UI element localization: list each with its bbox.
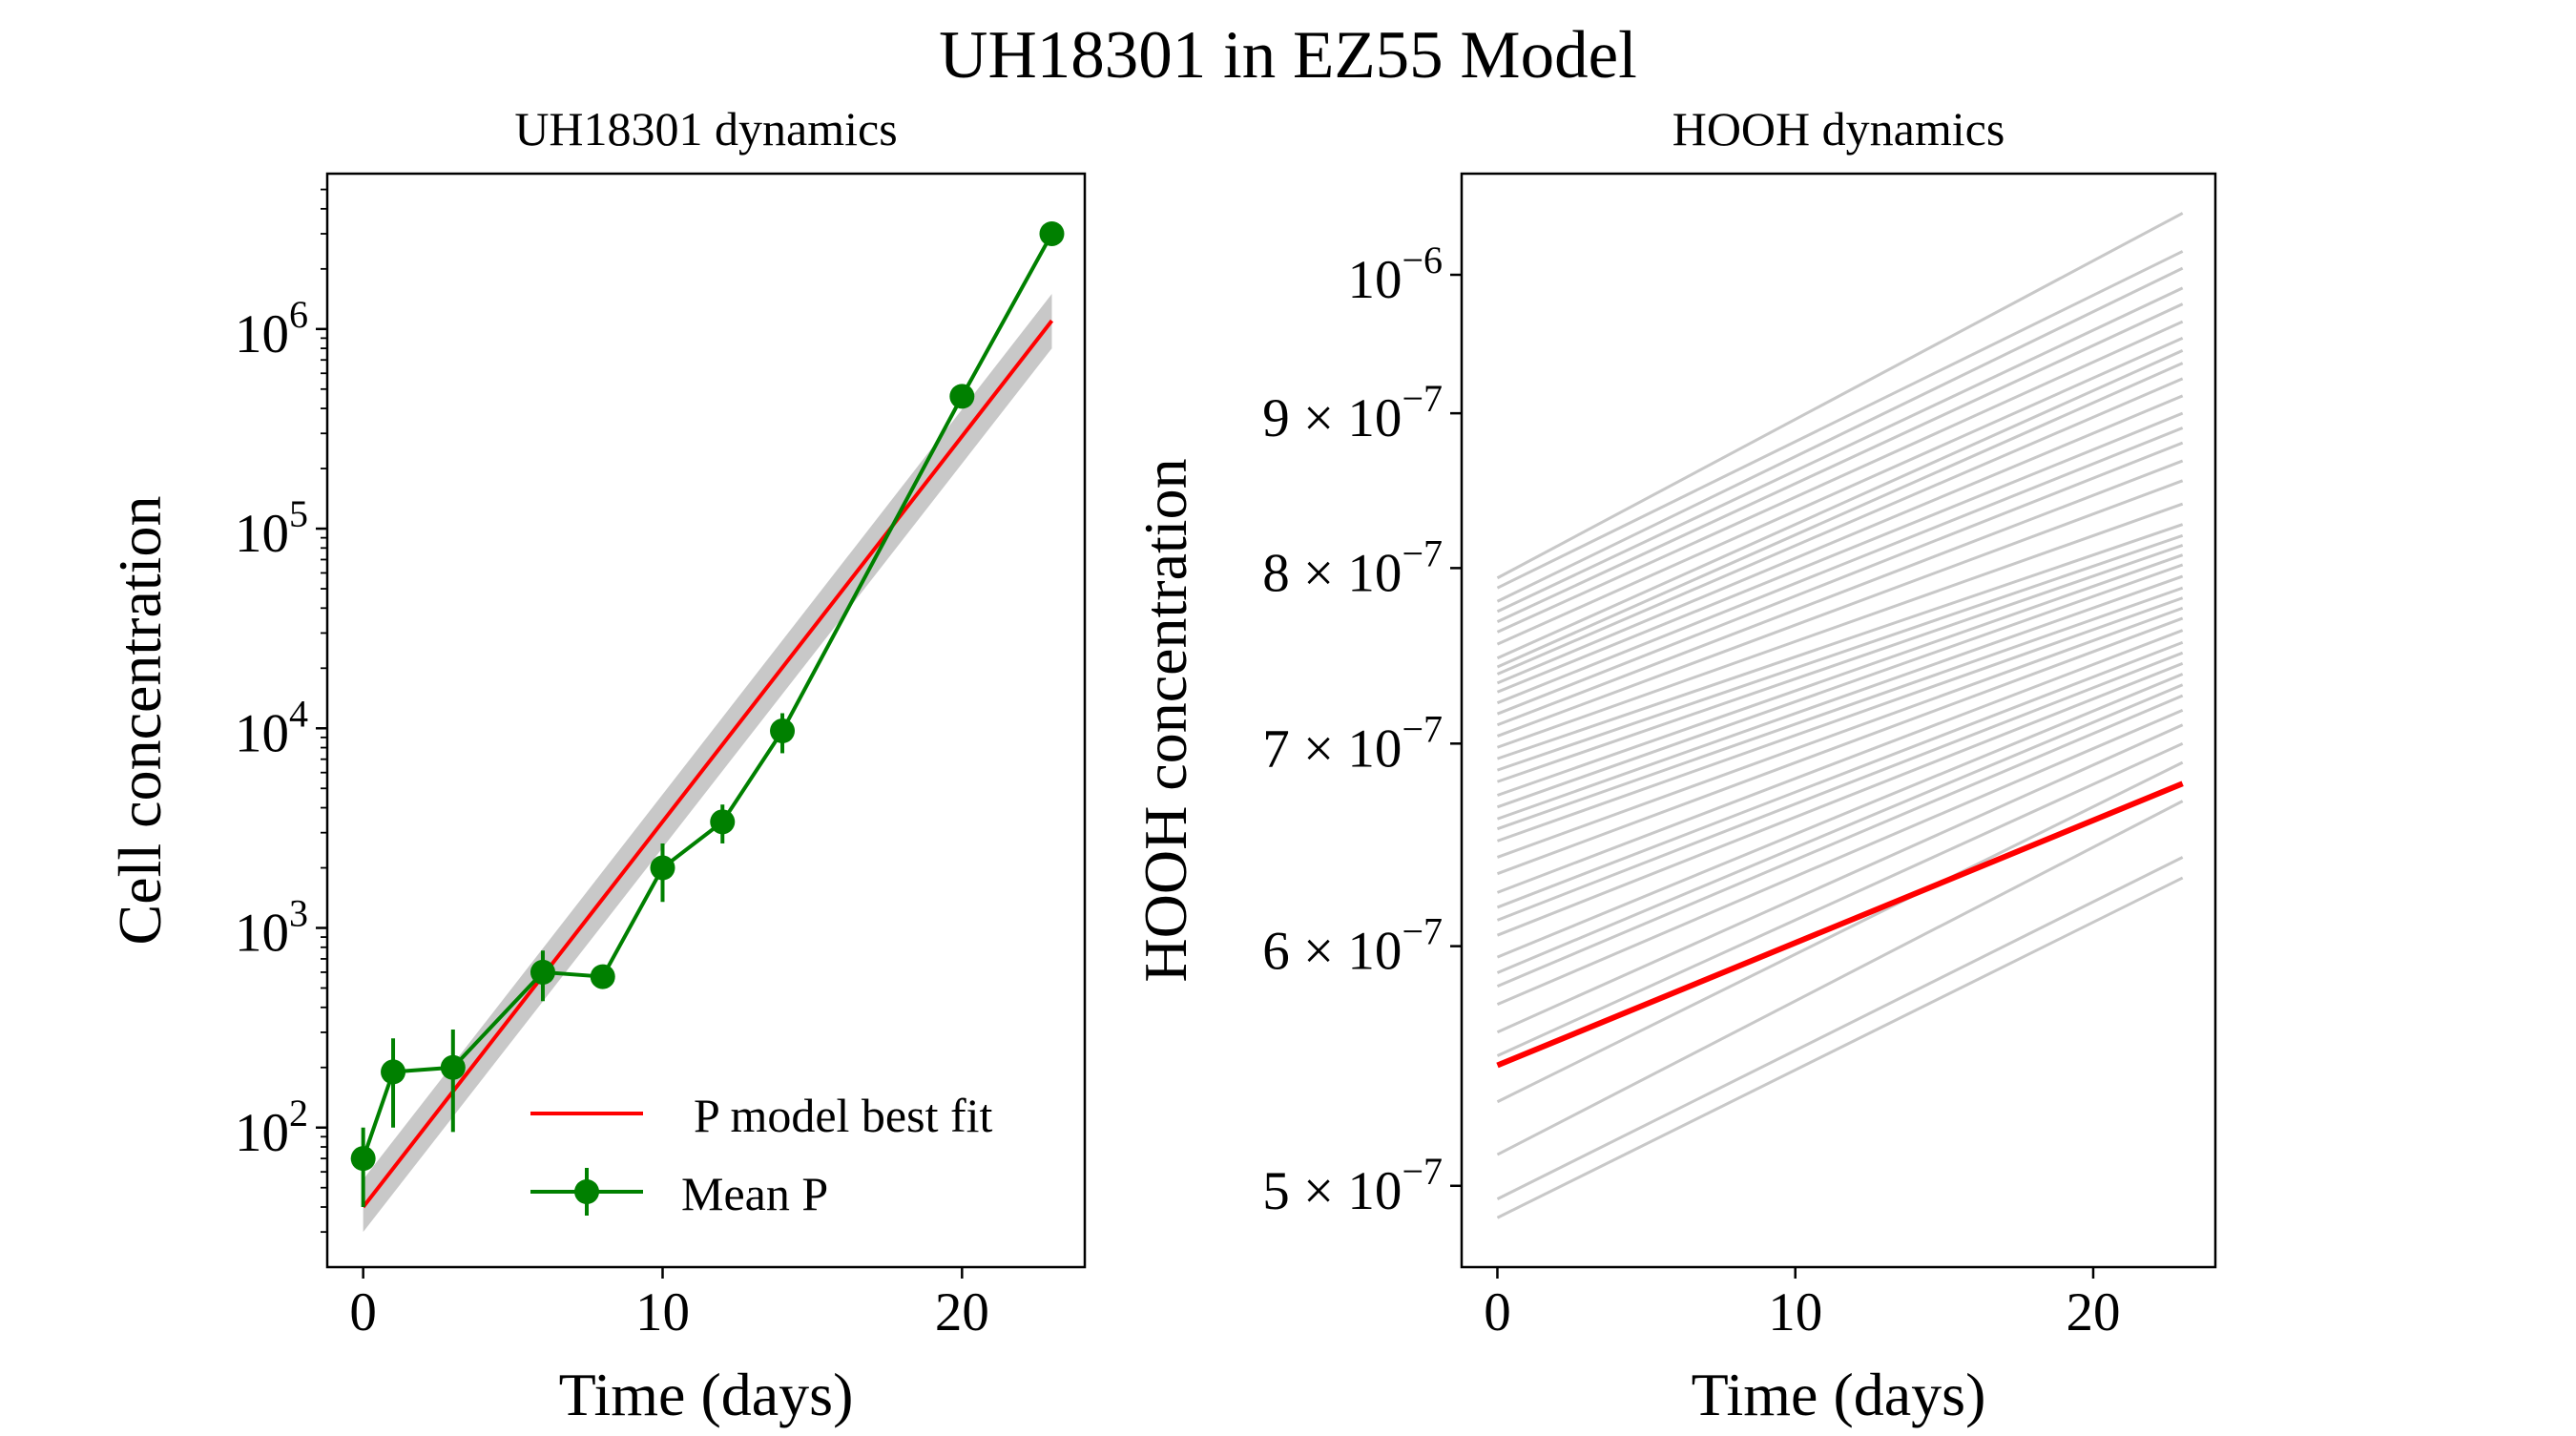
y-tick-label: 103 xyxy=(235,892,308,964)
best-fit-line xyxy=(362,319,1054,1209)
ensemble-line xyxy=(1496,479,2184,738)
x-tick-label: 10 xyxy=(635,1282,690,1342)
data-point xyxy=(440,1054,466,1080)
ensemble-line xyxy=(1496,377,2184,676)
ensemble-line xyxy=(1496,459,2184,727)
data-point xyxy=(770,718,796,744)
ensemble-line xyxy=(1496,683,2184,974)
ensemble-line xyxy=(1496,427,2184,705)
ensemble-line xyxy=(1496,563,2184,809)
ensemble-line xyxy=(1496,286,2184,614)
subplot-title: UH18301 dynamics xyxy=(514,102,897,156)
ensemble-line xyxy=(1496,723,2184,1034)
ensemble-line xyxy=(1496,544,2184,783)
ensemble-line xyxy=(1496,651,2184,922)
ensemble-line xyxy=(1496,362,2184,669)
ensemble-line xyxy=(1496,553,2184,797)
y-tick-label: 7 × 10−7 xyxy=(1262,707,1443,779)
ensemble-line xyxy=(1496,629,2184,894)
ensemble-line xyxy=(1496,596,2184,843)
y-tick-label: 106 xyxy=(235,293,308,364)
y-axis-label: Cell concentration xyxy=(106,496,174,946)
legend: P model best fit Mean P xyxy=(530,1089,993,1220)
y-axis-label: HOOH concentration xyxy=(1132,458,1199,982)
ensemble-line xyxy=(1496,411,2184,694)
y-tick-label: 8 × 10−7 xyxy=(1262,531,1443,603)
ensemble-line xyxy=(1496,349,2184,660)
ensemble-line xyxy=(1496,616,2184,876)
plot-area xyxy=(1496,212,2184,1219)
ensemble-line xyxy=(1496,640,2184,909)
legend-marker-mean-p-dot xyxy=(574,1179,599,1204)
data-point xyxy=(1039,220,1065,246)
ensemble-line xyxy=(1496,302,2184,623)
ensemble-line xyxy=(1496,441,2184,716)
ensemble-line xyxy=(1496,800,2184,1156)
x-tick-label: 0 xyxy=(1484,1282,1511,1342)
ensemble-line xyxy=(1496,606,2184,859)
mean-p-line xyxy=(361,233,1054,1159)
ensemble-line xyxy=(1496,876,2184,1219)
ensemble-line xyxy=(1496,586,2184,831)
y-tick-label: 6 × 10−7 xyxy=(1262,910,1443,982)
ensemble-line xyxy=(1496,394,2184,685)
y-tick-label: 105 xyxy=(235,492,308,564)
axes-frame xyxy=(1460,172,2217,1269)
y-tick-label: 102 xyxy=(235,1092,308,1163)
ensemble-line xyxy=(1496,694,2184,988)
ensemble-line xyxy=(1496,661,2184,937)
data-point xyxy=(590,964,615,989)
data-point xyxy=(949,384,975,409)
ensemble-line xyxy=(1496,336,2184,646)
y-tick-label: 9 × 10−7 xyxy=(1262,377,1443,448)
subplot-1: 0 10 20 UH18301 dynamics Time (days) Cell con… xyxy=(106,102,1087,1428)
legend-label-best-fit: P model best fit xyxy=(694,1089,993,1142)
ensemble-line xyxy=(1496,760,2184,1104)
data-point xyxy=(350,1146,376,1172)
legend-label-mean-p: Mean P xyxy=(681,1167,828,1220)
plot-area xyxy=(350,220,1065,1233)
x-tick-label: 10 xyxy=(1768,1282,1822,1342)
best-fit-line xyxy=(1496,780,2184,1069)
data-point xyxy=(650,855,675,881)
subplot-title: HOOH dynamics xyxy=(1672,102,2005,156)
x-axis-label: Time (days) xyxy=(559,1361,854,1428)
ensemble-line xyxy=(1496,856,2184,1200)
ensemble-line xyxy=(1496,533,2184,772)
ensemble-line xyxy=(1496,250,2184,590)
x-tick-label: 20 xyxy=(2066,1282,2120,1342)
ensemble-line xyxy=(1496,574,2184,821)
data-point xyxy=(710,809,736,835)
ensemble-line xyxy=(1496,741,2184,1057)
x-axis-label: Time (days) xyxy=(1692,1361,1986,1428)
y-tick-label: 10−6 xyxy=(1347,239,1443,310)
y-tick-label: 5 × 10−7 xyxy=(1262,1150,1443,1221)
ensemble-line xyxy=(1496,673,2184,959)
x-tick-label: 20 xyxy=(935,1282,989,1342)
data-point xyxy=(530,959,555,985)
ensemble-line xyxy=(1496,523,2184,760)
ensemble-line xyxy=(1496,212,2184,580)
y-tick-label: 104 xyxy=(235,692,308,763)
x-tick-label: 0 xyxy=(349,1282,377,1342)
ensemble-line xyxy=(1496,320,2184,634)
data-point xyxy=(381,1059,406,1085)
subplot-2: 0 10 20 HOOH dynamics Time (days) HOOH concen… xyxy=(1132,102,2217,1428)
ensemble-line xyxy=(1496,708,2184,1007)
ensemble-line xyxy=(1496,502,2184,749)
ensemble-line xyxy=(1496,266,2184,603)
axes-frame xyxy=(325,172,1087,1269)
figure-title: UH18301 in EZ55 Model xyxy=(939,18,1637,93)
